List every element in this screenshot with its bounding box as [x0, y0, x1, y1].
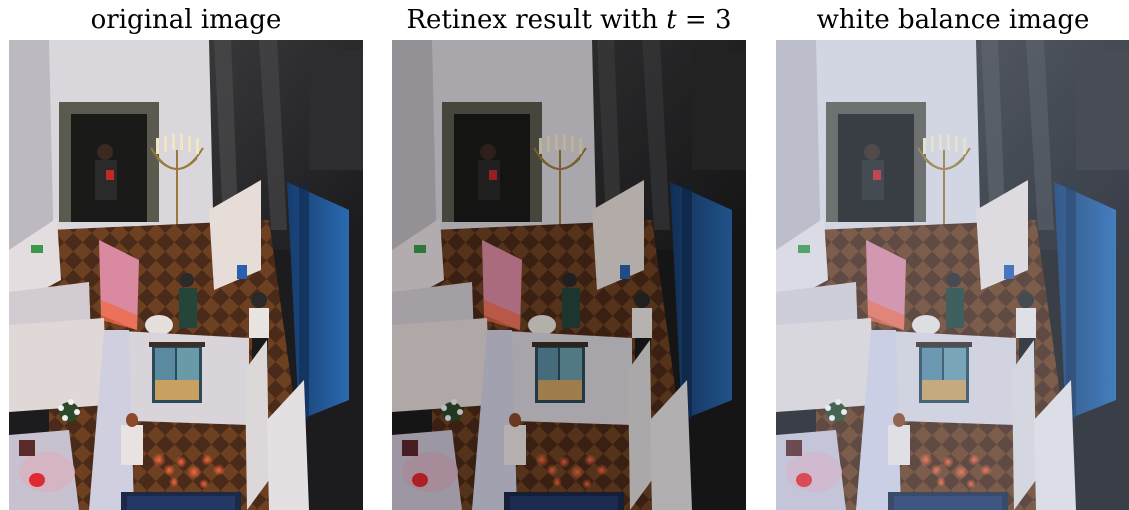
caption-retinex-suffix: = 3 — [676, 5, 732, 35]
caption-retinex: Retinex result with t = 3 — [392, 4, 746, 36]
photo-retinex-scene — [392, 40, 746, 510]
caption-retinex-var: t — [666, 5, 677, 35]
photo-original-scene — [9, 40, 363, 510]
panel-white-balance: white balance image — [776, 0, 1129, 510]
caption-white-balance: white balance image — [816, 5, 1090, 35]
photo-retinex — [392, 40, 746, 510]
photo-white-balance-scene — [776, 40, 1129, 510]
caption-retinex-prefix: Retinex result with — [406, 5, 667, 35]
caption-original: original image — [90, 5, 282, 35]
photo-original — [9, 40, 363, 510]
panel-retinex: Retinex result with t = 3 — [392, 0, 746, 510]
panel-original: original image — [9, 0, 363, 510]
photo-white-balance — [776, 40, 1129, 510]
